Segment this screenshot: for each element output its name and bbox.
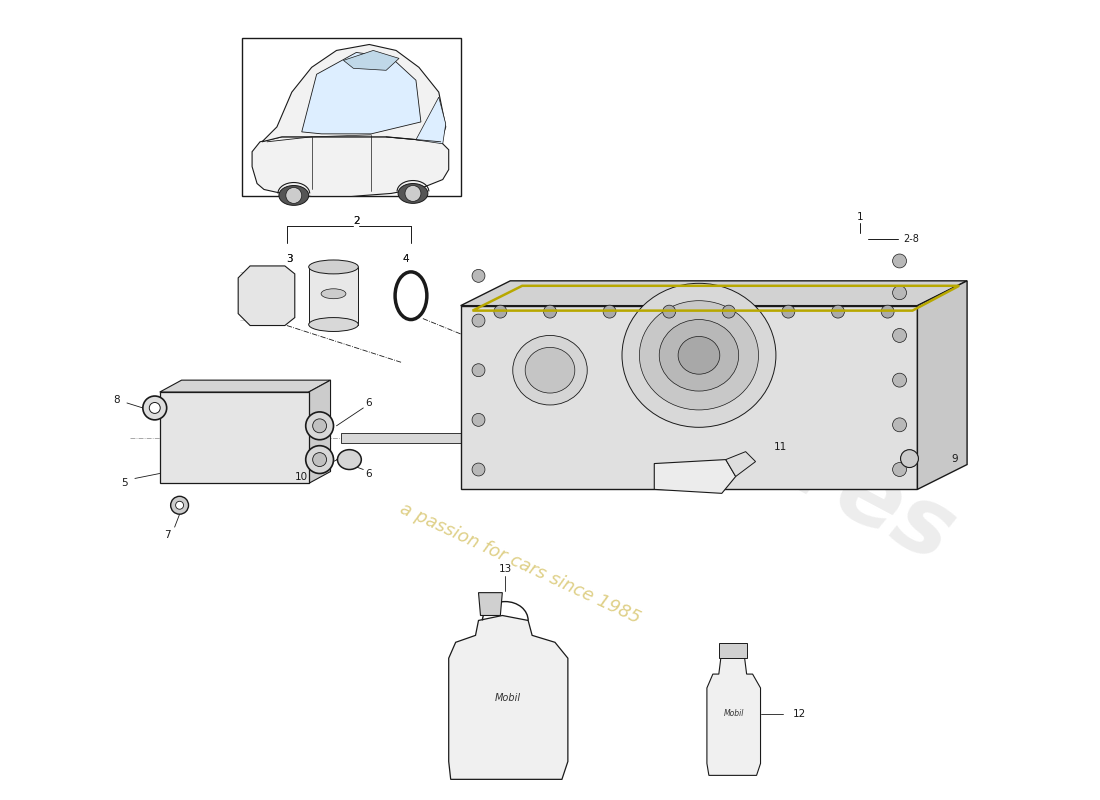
Circle shape [892,418,906,432]
Polygon shape [160,380,330,392]
Circle shape [150,402,161,414]
Polygon shape [449,615,568,779]
Text: 8: 8 [113,395,120,405]
Text: 2-8: 2-8 [903,234,920,244]
Polygon shape [726,452,756,477]
Circle shape [603,305,616,318]
Polygon shape [707,658,760,775]
Polygon shape [309,380,330,483]
Ellipse shape [309,318,359,331]
Text: 9: 9 [952,454,958,463]
Text: 3: 3 [286,254,293,264]
Circle shape [405,186,421,202]
Text: 5: 5 [122,478,129,489]
Circle shape [143,396,167,420]
Ellipse shape [639,301,759,410]
Polygon shape [478,593,503,615]
Text: a passion for cars since 1985: a passion for cars since 1985 [397,500,644,628]
Ellipse shape [306,412,333,440]
Ellipse shape [621,283,775,427]
Polygon shape [239,266,295,326]
Text: 6: 6 [365,470,372,479]
Text: 12: 12 [793,709,806,719]
Text: 10: 10 [295,473,308,482]
Circle shape [901,450,918,467]
Ellipse shape [525,347,575,393]
Polygon shape [654,459,736,494]
Ellipse shape [321,289,345,298]
Text: 13: 13 [498,564,512,574]
Circle shape [662,305,675,318]
Ellipse shape [279,186,309,206]
Ellipse shape [678,337,719,374]
Polygon shape [252,137,449,197]
Circle shape [881,305,894,318]
Ellipse shape [338,450,361,470]
Text: 1: 1 [857,212,864,222]
Polygon shape [343,50,399,70]
Ellipse shape [398,183,428,203]
Ellipse shape [309,260,359,274]
Ellipse shape [306,446,333,474]
Ellipse shape [659,319,739,391]
Polygon shape [416,97,446,144]
Polygon shape [262,45,446,142]
Circle shape [892,462,906,477]
Ellipse shape [312,419,327,433]
Polygon shape [461,281,967,306]
Circle shape [892,286,906,300]
Text: 2: 2 [353,216,360,226]
Circle shape [176,502,184,510]
Polygon shape [341,433,463,442]
Ellipse shape [513,335,587,405]
Text: 7: 7 [164,530,170,540]
Circle shape [472,414,485,426]
Circle shape [782,305,795,318]
Bar [242,38,461,197]
Polygon shape [461,306,917,490]
Polygon shape [160,392,309,483]
Circle shape [723,305,735,318]
Text: Mobil: Mobil [495,693,521,703]
Text: 3: 3 [286,254,293,264]
Text: 6: 6 [365,398,372,408]
Polygon shape [309,267,359,325]
Circle shape [472,463,485,476]
Circle shape [170,496,188,514]
Circle shape [472,314,485,327]
Polygon shape [917,281,967,490]
Text: 4: 4 [403,254,409,264]
Circle shape [832,305,845,318]
Circle shape [892,373,906,387]
Polygon shape [301,53,421,134]
Text: 4: 4 [403,254,409,264]
Text: 11: 11 [773,442,786,452]
Ellipse shape [403,280,419,312]
Circle shape [543,305,557,318]
Text: eurotores: eurotores [468,258,970,582]
Circle shape [472,270,485,282]
Bar [718,643,747,658]
Circle shape [892,254,906,268]
Circle shape [286,187,301,203]
Text: 2: 2 [353,216,360,226]
Circle shape [494,305,507,318]
Text: Mobil: Mobil [724,710,744,718]
Ellipse shape [312,453,327,466]
Circle shape [892,329,906,342]
Circle shape [472,364,485,377]
